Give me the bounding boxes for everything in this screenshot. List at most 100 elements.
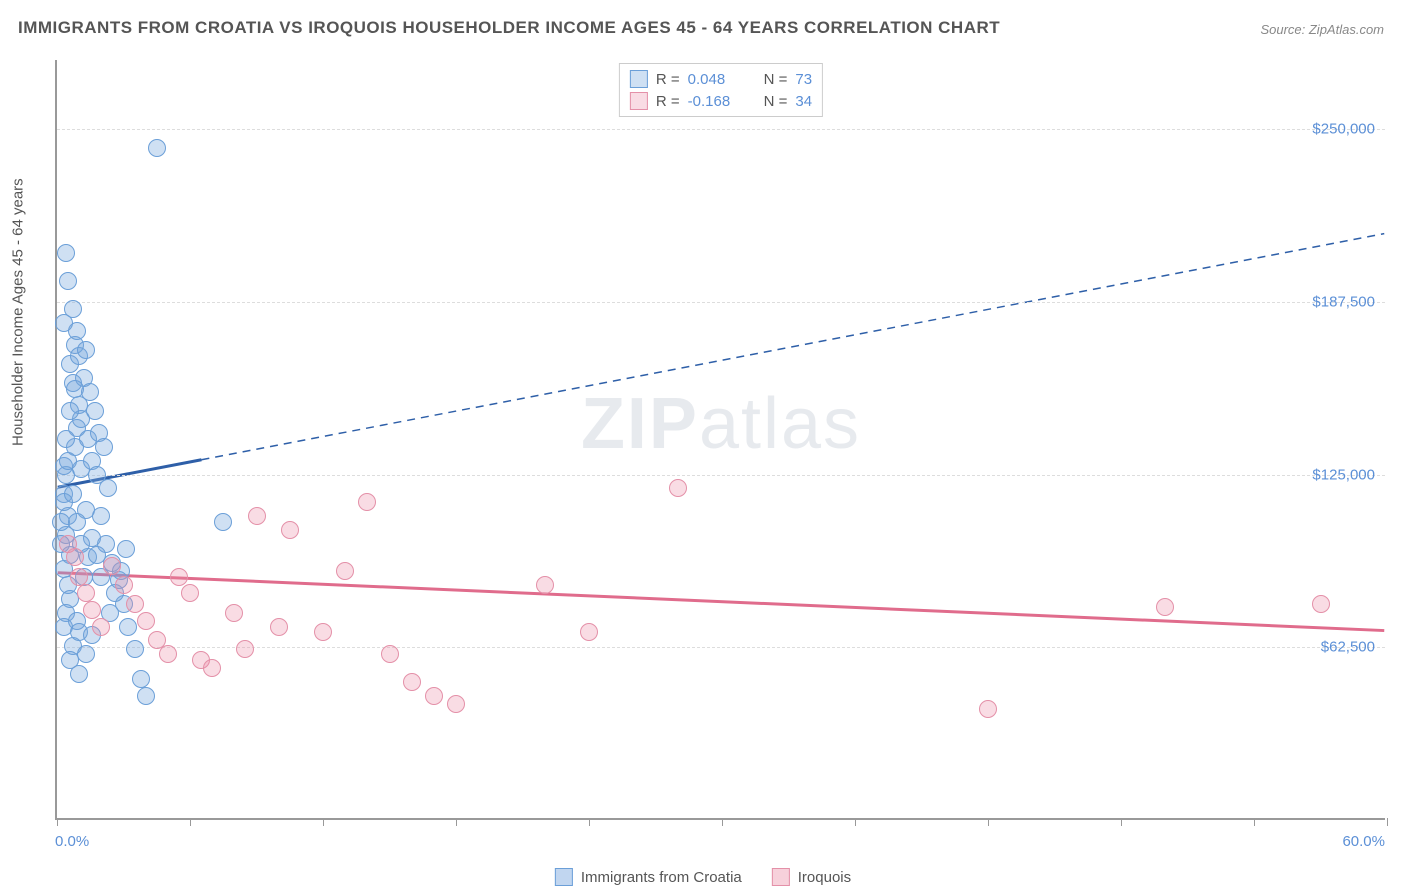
x-tick [722,818,723,826]
n-label: N = [764,93,788,110]
data-point [358,493,376,511]
x-tick [190,818,191,826]
data-point [83,601,101,619]
data-point [126,640,144,658]
data-point [979,700,997,718]
data-point [117,540,135,558]
legend-swatch [630,92,648,110]
data-point [77,341,95,359]
data-point [1312,595,1330,613]
data-point [115,576,133,594]
y-tick-label: $187,500 [1312,293,1375,310]
r-value: -0.168 [688,93,748,110]
data-point [669,479,687,497]
data-point [403,673,421,691]
x-tick [855,818,856,826]
r-value: 0.048 [688,71,748,88]
data-point [148,139,166,157]
legend-row: R =0.048N =73 [630,68,812,90]
data-point [225,604,243,622]
data-point [159,645,177,663]
r-label: R = [656,71,680,88]
r-label: R = [656,93,680,110]
y-tick-label: $250,000 [1312,121,1375,138]
data-point [77,584,95,602]
chart-title: IMMIGRANTS FROM CROATIA VS IROQUOIS HOUS… [18,18,1000,38]
legend-item: Iroquois [772,868,851,886]
data-point [92,618,110,636]
data-point [61,402,79,420]
legend-label: Immigrants from Croatia [581,869,742,886]
data-point [99,479,117,497]
gridline [57,647,1385,648]
x-tick [456,818,457,826]
x-tick [988,818,989,826]
data-point [314,623,332,641]
plot-area: ZIPatlas R =0.048N =73R =-0.168N =34 $62… [55,60,1385,820]
x-tick [589,818,590,826]
legend-row: R = -0.168 N = 34 [630,90,812,112]
data-point [236,640,254,658]
data-point [88,546,106,564]
data-point [86,402,104,420]
data-point [447,695,465,713]
data-point [126,595,144,613]
data-point [132,670,150,688]
data-point [203,659,221,677]
data-point [92,507,110,525]
data-point [66,548,84,566]
legend-label: Iroquois [798,869,851,886]
data-point [103,557,121,575]
legend-item: Immigrants from Croatia [555,868,742,886]
data-point [70,568,88,586]
legend-swatch [555,868,573,886]
data-point [214,513,232,531]
legend-swatch [630,70,648,88]
data-point [181,584,199,602]
data-point [170,568,188,586]
source-label: Source: ZipAtlas.com [1260,22,1384,37]
data-point [381,645,399,663]
correlation-legend: R =0.048N =73R =-0.168N =34 [619,63,823,117]
data-point [248,507,266,525]
data-point [580,623,598,641]
watermark: ZIPatlas [581,383,861,465]
x-axis-max-label: 60.0% [1342,833,1385,850]
gridline [57,475,1385,476]
data-point [1156,598,1174,616]
gridline [57,302,1385,303]
series-legend: Immigrants from Croatia Iroquois [555,868,851,886]
data-point [281,521,299,539]
data-point [137,612,155,630]
x-tick [1121,818,1122,826]
trend-line-dashed [201,234,1384,460]
data-point [425,687,443,705]
legend-swatch [772,868,790,886]
y-tick-label: $125,000 [1312,466,1375,483]
data-point [119,618,137,636]
data-point [137,687,155,705]
data-point [57,430,75,448]
n-value: 34 [795,93,812,110]
data-point [59,452,77,470]
gridline [57,129,1385,130]
data-point [536,576,554,594]
data-point [57,244,75,262]
x-tick [1387,818,1388,826]
data-point [81,383,99,401]
data-point [95,438,113,456]
y-axis-title: Householder Income Ages 45 - 64 years [10,178,27,446]
trend-line-solid [58,573,1385,631]
data-point [270,618,288,636]
data-point [64,485,82,503]
y-tick-label: $62,500 [1321,639,1375,656]
data-point [55,314,73,332]
data-point [70,665,88,683]
n-label: N = [764,71,788,88]
data-point [68,513,86,531]
x-tick [1254,818,1255,826]
data-point [59,272,77,290]
x-axis-min-label: 0.0% [55,833,89,850]
x-tick [57,818,58,826]
trend-lines [57,60,1385,818]
